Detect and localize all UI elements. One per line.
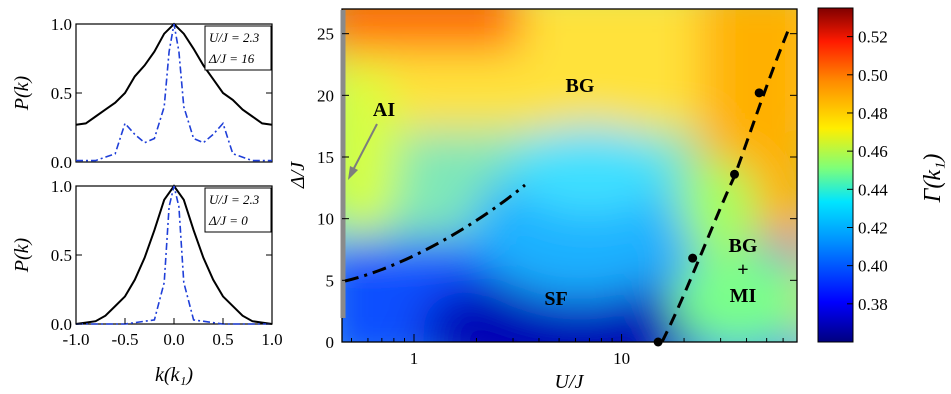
y-tick-label: 0.0 xyxy=(51,315,72,334)
series-dashdot-line xyxy=(76,23,272,162)
annotation-line-2: Δ/J = 0 xyxy=(208,213,248,228)
y-tick-label: 0.5 xyxy=(51,84,72,103)
annotation-box xyxy=(204,25,272,71)
y-tick-label: 1.0 xyxy=(51,177,72,196)
annotation-line-2: Δ/J = 16 xyxy=(208,51,255,66)
boundary-point xyxy=(730,169,740,179)
heatmap-field xyxy=(342,9,797,342)
colorbar-label: Γ(k₁) xyxy=(920,154,946,204)
y-axis-label: P(k) xyxy=(11,237,33,273)
region-label-mi: MI xyxy=(730,285,757,307)
boundary-point xyxy=(754,88,764,98)
colorbar-tick-label: 0.40 xyxy=(858,257,888,276)
y-tick-label: 5 xyxy=(326,271,335,290)
annotation-line-1: U/J = 2.3 xyxy=(209,192,260,207)
x-tick-label: 1.0 xyxy=(261,330,282,349)
y-axis-label: Δ/J xyxy=(287,161,309,189)
boundary-point xyxy=(653,337,663,347)
y-tick-label: 0.0 xyxy=(51,153,72,172)
colorbar-tick-label: 0.50 xyxy=(858,66,888,85)
series-dashdot-line xyxy=(76,185,272,325)
region-label-bg-mi: BG xyxy=(729,235,758,257)
boundary-point xyxy=(688,253,698,263)
colorbar: 0.52 0.50 0.48 0.46 0.44 0.42 0.40 0.38 Γ(k₁) xyxy=(817,7,946,343)
x-tick-label: -1.0 xyxy=(63,330,90,349)
x-tick-label: 0.5 xyxy=(212,330,233,349)
colorbar-tick-label: 0.48 xyxy=(858,104,888,123)
ai-arrow-head xyxy=(348,166,358,180)
y-tick-label: 10 xyxy=(317,210,334,229)
y-tick-label: 15 xyxy=(317,148,334,167)
x-axis-label: k(k₁) xyxy=(155,364,193,386)
sf-ai-boundary xyxy=(344,183,526,283)
region-label-bg: BG xyxy=(566,75,595,97)
x-tick-label: 10 xyxy=(613,349,630,368)
y-tick-label: 20 xyxy=(317,86,334,105)
colorbar-tick-label: 0.42 xyxy=(858,218,888,237)
y-tick-label: 25 xyxy=(317,25,334,44)
x-axis-label: U/J xyxy=(555,371,585,393)
x-tick-label: 0.0 xyxy=(163,330,184,349)
panel-bottom-left: 0.0 0.5 1.0 -1.0 -0.5 0.0 0.5 1.0 P(k) k(k₁) U… xyxy=(11,177,283,386)
panel-top-left: 0.0 0.5 1.0 P(k) U/J = 2.3 Δ/J = 16 xyxy=(11,15,273,172)
colorbar-tick-label: 0.38 xyxy=(858,295,888,314)
region-label-plus: + xyxy=(737,259,748,281)
colorbar-tick-label: 0.44 xyxy=(858,180,888,199)
colorbar-tick-label: 0.52 xyxy=(858,28,888,47)
x-tick-label: -0.5 xyxy=(112,330,139,349)
phase-diagram: 0 5 10 15 20 25 1 10 U/J Δ/J BG SF BG + MI AI xyxy=(287,8,798,393)
y-tick-label: 0 xyxy=(326,333,335,352)
colorbar-gradient xyxy=(817,7,854,343)
colorbar-tick-label: 0.46 xyxy=(858,142,888,161)
y-axis-label: P(k) xyxy=(11,75,33,111)
y-tick-label: 1.0 xyxy=(51,15,72,34)
annotation-box xyxy=(204,187,272,233)
region-label-ai: AI xyxy=(373,99,395,121)
ai-arrow xyxy=(351,123,378,173)
annotation-line-1: U/J = 2.3 xyxy=(209,30,260,45)
region-label-sf: SF xyxy=(544,288,567,310)
y-tick-label: 0.5 xyxy=(51,246,72,265)
x-tick-label: 1 xyxy=(410,349,419,368)
